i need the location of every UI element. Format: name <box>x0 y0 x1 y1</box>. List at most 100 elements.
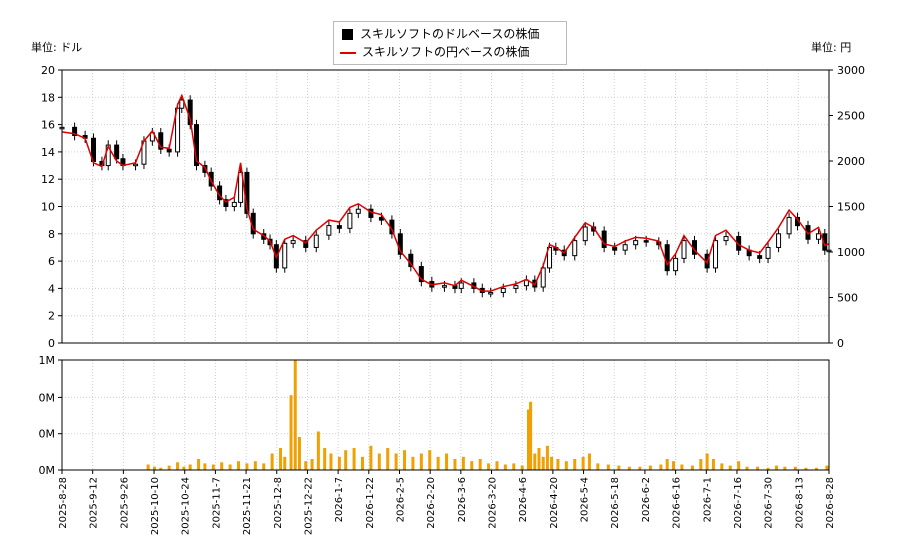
volume-plot-frame <box>61 359 830 471</box>
left-axis-tick-label: 10 <box>41 201 55 214</box>
candle-body <box>231 201 237 207</box>
volume-bar <box>533 453 537 470</box>
volume-bar <box>756 466 760 470</box>
volume-bar <box>352 448 356 470</box>
legend-swatch-jpy <box>340 51 356 54</box>
left-axis-tick-label: 16 <box>41 119 55 132</box>
volume-bar <box>783 466 787 470</box>
x-axis-tick-label: 2026-4-6 <box>518 477 529 522</box>
candle-body <box>612 246 618 251</box>
right-axis-tick-label: 500 <box>837 292 858 305</box>
volume-bar <box>182 466 186 470</box>
x-axis-tick-label: 2026-8-28 <box>825 477 836 529</box>
volume-bar <box>745 466 749 470</box>
volume-bar <box>529 401 533 470</box>
right-axis-tick-label: 1500 <box>837 201 865 214</box>
x-axis-tick-label: 2026-5-18 <box>610 477 621 529</box>
volume-bar <box>377 453 381 470</box>
volume-bar <box>323 448 327 470</box>
x-axis-tick-label: 2025-12-22 <box>303 477 314 535</box>
candle-body <box>72 126 78 137</box>
x-axis-tick-label: 2025-8-28 <box>58 477 69 529</box>
volume-bar <box>159 467 163 470</box>
volume-bar <box>573 459 577 470</box>
candle-body <box>723 236 729 242</box>
volume-bar <box>304 461 308 470</box>
x-axis-tick-label: 2026-2-20 <box>426 477 437 529</box>
candle-body <box>582 226 588 242</box>
candle-body <box>158 132 164 150</box>
x-axis-tick-label: 2025-9-26 <box>119 477 130 529</box>
candle-body <box>488 291 494 295</box>
candle-body <box>523 279 529 287</box>
volume-axis-tick-label: 0M <box>39 391 56 404</box>
volume-bar <box>203 463 207 470</box>
candle-body <box>757 255 763 259</box>
volume-bar <box>152 466 156 470</box>
x-axis-tick-label: 2026-7-30 <box>764 477 775 529</box>
volume-bar <box>146 464 150 470</box>
candle-body <box>114 144 120 160</box>
x-axis-tick-label: 2026-4-20 <box>549 477 560 529</box>
candle-body <box>313 234 319 248</box>
volume-bar <box>245 463 249 470</box>
volume-bar <box>606 464 610 470</box>
volume-bar <box>262 463 266 470</box>
volume-bar <box>711 459 715 470</box>
volume-bar <box>671 461 675 470</box>
volume-axis-tick-label: 0M <box>39 464 56 477</box>
volume-bar <box>167 465 171 470</box>
left-axis-tick-label: 4 <box>48 282 55 295</box>
left-axis-tick-label: 18 <box>41 91 55 104</box>
candle-body <box>326 225 332 236</box>
volume-bar <box>478 459 482 470</box>
volume-bar <box>470 461 474 470</box>
candle-body <box>513 285 519 289</box>
jpy-price-line <box>61 93 830 292</box>
candle-body <box>418 266 424 283</box>
volume-bar <box>211 464 215 470</box>
left-axis-tick-label: 20 <box>41 64 55 77</box>
candle-body <box>776 233 782 248</box>
legend-label-jpy: スキルソフトの円ベースの株価 <box>362 45 530 59</box>
volume-bar <box>197 459 201 470</box>
x-axis-tick-label: 2026-6-2 <box>641 477 652 522</box>
volume-bar <box>774 465 778 470</box>
volume-bar <box>289 395 293 470</box>
volume-bar <box>587 453 591 470</box>
volume-bar <box>329 453 333 470</box>
volume-bar <box>283 456 287 470</box>
x-axis-tick-label: 2025-11-7 <box>211 477 222 529</box>
candle-body <box>633 240 639 246</box>
volume-bar <box>564 461 568 470</box>
candle-body <box>355 208 361 214</box>
volume-bar <box>705 453 709 470</box>
volume-bar <box>541 456 545 470</box>
volume-bar <box>638 466 642 470</box>
volume-bar <box>337 456 341 470</box>
candle-body <box>166 148 172 153</box>
volume-bar <box>556 459 560 470</box>
volume-bar <box>386 448 390 470</box>
x-axis-tick-label: 2025-9-12 <box>89 477 100 529</box>
candle-body <box>815 233 821 240</box>
volume-bar <box>403 450 407 470</box>
candle-body <box>223 199 229 208</box>
candle-body <box>441 285 447 288</box>
volume-bar <box>550 456 554 470</box>
volume-bar <box>253 461 257 470</box>
volume-bar <box>581 456 585 470</box>
candle-body <box>673 257 679 272</box>
volume-bar <box>617 465 621 470</box>
volume-bar <box>793 466 797 470</box>
candle-body <box>149 132 155 142</box>
left-axis-unit: 単位: ドル <box>31 41 83 54</box>
volume-bar <box>394 453 398 470</box>
candle-body <box>786 216 792 235</box>
candle-body <box>458 282 464 289</box>
x-axis-tick-label: 2026-6-16 <box>672 477 683 529</box>
candle-body <box>368 208 374 218</box>
volume-bar <box>699 459 703 470</box>
